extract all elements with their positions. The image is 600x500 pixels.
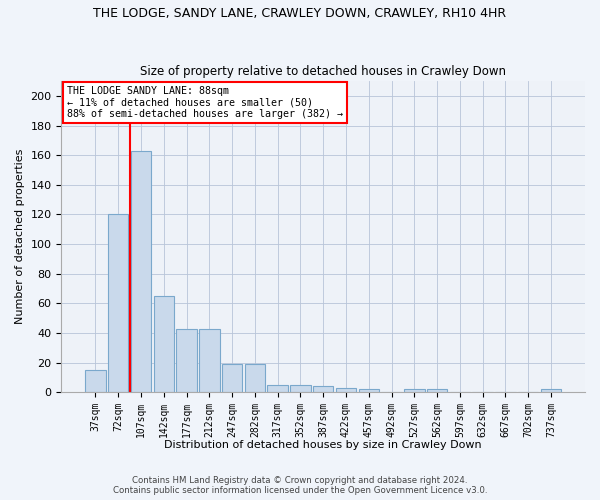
Text: Contains HM Land Registry data © Crown copyright and database right 2024.
Contai: Contains HM Land Registry data © Crown c… [113, 476, 487, 495]
Bar [154, 296, 174, 392]
Bar [131, 150, 151, 392]
Bar [541, 390, 561, 392]
Bar [199, 328, 220, 392]
Bar [313, 386, 334, 392]
Title: Size of property relative to detached houses in Crawley Down: Size of property relative to detached ho… [140, 66, 506, 78]
Bar [85, 370, 106, 392]
X-axis label: Distribution of detached houses by size in Crawley Down: Distribution of detached houses by size … [164, 440, 482, 450]
Bar [268, 385, 288, 392]
Bar [176, 328, 197, 392]
Bar [245, 364, 265, 392]
Bar [222, 364, 242, 392]
Bar [359, 390, 379, 392]
Text: THE LODGE, SANDY LANE, CRAWLEY DOWN, CRAWLEY, RH10 4HR: THE LODGE, SANDY LANE, CRAWLEY DOWN, CRA… [94, 8, 506, 20]
Bar [427, 390, 448, 392]
Bar [108, 214, 128, 392]
Bar [404, 390, 425, 392]
Bar [290, 385, 311, 392]
Text: THE LODGE SANDY LANE: 88sqm
← 11% of detached houses are smaller (50)
88% of sem: THE LODGE SANDY LANE: 88sqm ← 11% of det… [67, 86, 343, 119]
Bar [336, 388, 356, 392]
Y-axis label: Number of detached properties: Number of detached properties [15, 149, 25, 324]
